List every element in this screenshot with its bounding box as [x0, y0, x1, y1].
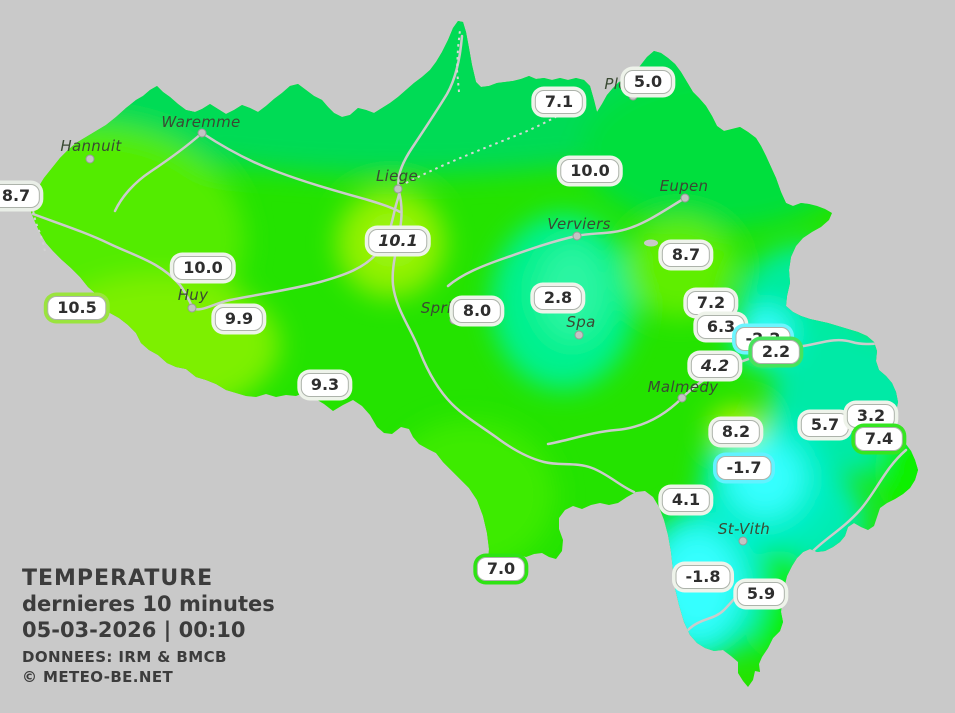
city-label-waremme: Waremme	[161, 113, 241, 131]
city-dot-st-vith	[738, 536, 748, 546]
city-label-verviers: Verviers	[547, 215, 611, 233]
temp-label-8.7: 8.7	[0, 184, 41, 208]
temp-label-8.0: 8.0	[452, 299, 502, 323]
rivers-and-roads	[31, 34, 914, 632]
city-dot-hannuit	[85, 154, 95, 164]
temp-label-7.0: 7.0	[476, 557, 526, 581]
road-waremme-east	[200, 131, 402, 214]
map-subtitle: dernieres 10 minutes	[22, 592, 275, 616]
river-ambleve	[546, 338, 914, 446]
temp-label-8.7: 8.7	[661, 243, 711, 267]
temp-label-5.0: 5.0	[623, 70, 673, 94]
temp-label-2.8: 2.8	[533, 286, 583, 310]
temp-label-2.2: 2.2	[751, 340, 801, 364]
city-dot-waremme	[197, 128, 207, 138]
city-dot-eupen	[680, 193, 690, 203]
river-ourthe	[391, 190, 636, 494]
city-dot-spa	[574, 330, 584, 340]
temp-label-10.0: 10.0	[560, 159, 620, 183]
city-label-sprin: Sprin	[420, 299, 462, 317]
dashed-borders	[405, 29, 589, 184]
temp-label-8.2: 8.2	[711, 420, 761, 444]
city-dot-malmedy	[677, 393, 687, 403]
city-dot-verviers	[572, 231, 582, 241]
city-label-st-vith: St-Vith	[717, 520, 771, 538]
temp-label-10.0: 10.0	[173, 256, 233, 280]
temp-label--1.7: -1.7	[716, 456, 772, 480]
map-title: TEMPERATURE	[22, 566, 214, 591]
road-waremme-west	[113, 131, 204, 213]
temp-label-7.4: 7.4	[854, 427, 904, 451]
city-label-huy: Huy	[177, 286, 209, 304]
city-label-plo: Plo	[604, 75, 628, 93]
city-label-spa: Spa	[566, 313, 596, 331]
city-label-liege: Liege	[375, 167, 419, 185]
temp-label-10.5: 10.5	[47, 296, 107, 320]
temp-label-9.9: 9.9	[214, 307, 264, 331]
temp-label-7.2: 7.2	[686, 291, 736, 315]
temp-label-5.9: 5.9	[736, 582, 786, 606]
city-dot-liege	[393, 184, 403, 194]
copyright: © METEO-BE.NET	[22, 668, 174, 686]
temp-label-4.1: 4.1	[661, 488, 711, 512]
temp-label-7.1: 7.1	[534, 90, 584, 114]
temp-label-9.3: 9.3	[300, 373, 350, 397]
city-label-hannuit: Hannuit	[60, 137, 122, 155]
city-label-malmedy: Malmedy	[647, 378, 719, 396]
temp-label-4.2: 4.2	[690, 354, 740, 378]
city-label-eupen: Eupen	[659, 177, 709, 195]
title-block: TEMPERATURE dernieres 10 minutes 05-03-2…	[22, 566, 275, 687]
temp-label-3.2: 3.2	[846, 404, 896, 428]
map-datetime: 05-03-2026 | 00:10	[22, 618, 246, 642]
river-meuse	[31, 34, 464, 311]
temp-label--1.8: -1.8	[675, 565, 731, 589]
city-dot-huy	[187, 303, 197, 313]
data-source: DONNEES: IRM & BMCB	[22, 648, 227, 666]
temp-label-5.7: 5.7	[800, 413, 850, 437]
temp-label-10.1: 10.1	[368, 229, 428, 253]
